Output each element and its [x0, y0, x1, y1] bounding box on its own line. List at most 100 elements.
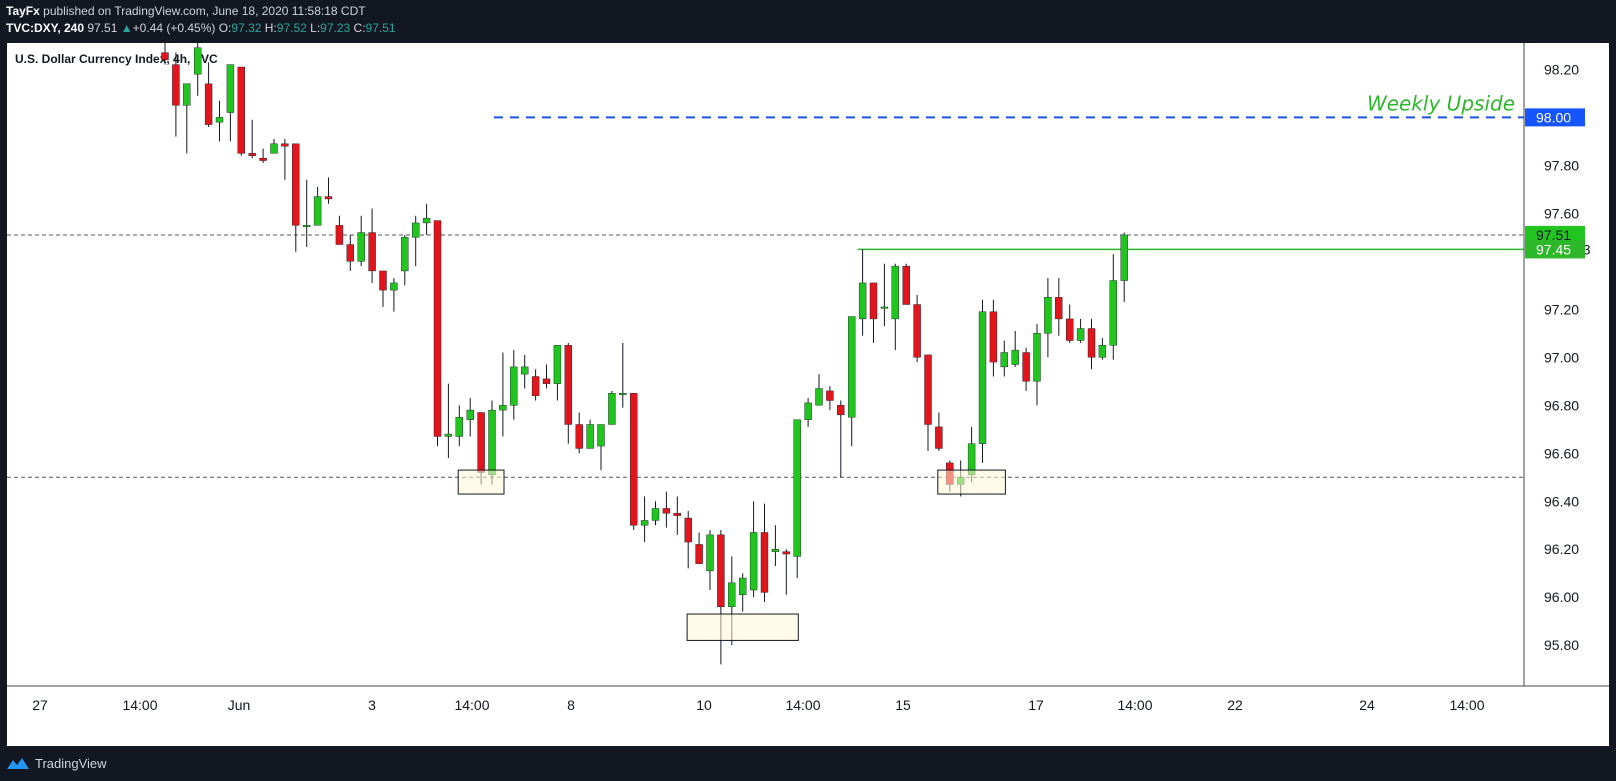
- symbol-label[interactable]: TVC:DXY, 240: [6, 21, 85, 35]
- candle-body: [575, 424, 583, 449]
- candle: [978, 299, 987, 463]
- y-tick-label: 96.60: [1544, 445, 1579, 461]
- candle: [619, 342, 627, 408]
- candle-body: [1076, 328, 1085, 341]
- candle-body: [379, 270, 387, 291]
- tradingview-logo-icon: [7, 758, 29, 769]
- candle: [793, 419, 801, 579]
- author-name[interactable]: TayFx: [6, 4, 40, 18]
- candle: [640, 496, 649, 543]
- candlestick-chart[interactable]: U.S. Dollar Currency Index, 4h, TVC Week…: [7, 43, 1609, 746]
- candle-body: [346, 244, 354, 262]
- candle: [292, 143, 300, 252]
- candle-body: [695, 544, 703, 564]
- candle-body: [771, 549, 780, 552]
- candle: [804, 398, 812, 427]
- candle-body: [488, 409, 496, 476]
- candle: [1109, 254, 1118, 360]
- candle-body: [324, 196, 333, 200]
- candle-body: [1044, 297, 1052, 334]
- candle-body: [477, 412, 485, 473]
- candle: [673, 496, 681, 535]
- candle: [193, 43, 202, 96]
- weekly-upside-annotation: Weekly Upside: [1367, 91, 1515, 115]
- x-tick-label: 14:00: [1117, 697, 1152, 713]
- candle-body: [597, 424, 605, 447]
- candle: [902, 263, 910, 305]
- candle-body: [858, 282, 867, 320]
- candle: [1055, 278, 1063, 336]
- candle: [444, 383, 453, 459]
- candle: [1011, 330, 1019, 367]
- candle: [455, 405, 463, 447]
- candle-body: [891, 265, 899, 320]
- candle: [684, 510, 692, 569]
- candle: [597, 424, 605, 471]
- candle: [935, 412, 943, 451]
- last-price-label: 97.51: [1536, 227, 1571, 243]
- candle-body: [542, 378, 551, 384]
- publish-info: TayFx published on TradingView.com, June…: [6, 4, 366, 18]
- close-value: 97.51: [365, 21, 396, 35]
- x-tick-label: 24: [1359, 697, 1375, 713]
- candle: [1000, 340, 1008, 377]
- candle: [521, 354, 529, 389]
- candle-body: [815, 388, 823, 406]
- candle: [1033, 323, 1041, 406]
- y-tick-label: 96.20: [1544, 541, 1579, 557]
- candle: [226, 64, 235, 142]
- candle: [651, 501, 660, 526]
- candle-body: [172, 64, 180, 106]
- candle-body: [270, 143, 278, 154]
- candle-body: [335, 225, 344, 245]
- candle: [575, 412, 583, 454]
- candle-body: [1011, 349, 1019, 365]
- x-tick-label: 14:00: [454, 697, 489, 713]
- close-label: C:: [353, 21, 366, 35]
- open-label: O:: [218, 21, 232, 35]
- last-price-label-bg: [1525, 225, 1585, 244]
- candle-body: [837, 405, 845, 416]
- x-tick-label: 10: [696, 697, 712, 713]
- support-box: [686, 613, 799, 641]
- candle-body: [793, 419, 801, 557]
- candle-body: [760, 532, 769, 593]
- candle: [215, 100, 224, 142]
- candle: [869, 282, 878, 343]
- candle-body: [455, 417, 463, 437]
- candle: [422, 203, 431, 235]
- candle-body: [303, 225, 311, 228]
- brand-name[interactable]: TradingView: [35, 755, 107, 771]
- candle-body: [226, 64, 235, 113]
- x-tick-label: 22: [1227, 697, 1243, 713]
- candle: [989, 299, 998, 377]
- candle-body: [390, 282, 398, 291]
- candle-body: [913, 304, 921, 358]
- candle: [412, 215, 420, 267]
- candle: [303, 179, 311, 247]
- candle: [237, 66, 246, 156]
- candle: [1076, 318, 1085, 343]
- candle: [499, 352, 507, 437]
- candle-body: [640, 520, 649, 526]
- candle-body: [531, 376, 540, 396]
- candle-body: [728, 582, 736, 608]
- candle-body: [848, 316, 856, 418]
- weekly-upside-price-label: 98.00: [1536, 109, 1571, 125]
- candle: [172, 52, 180, 137]
- candle-body: [630, 393, 638, 526]
- candle: [401, 234, 409, 286]
- candle-body: [521, 366, 529, 375]
- candle: [717, 530, 725, 665]
- candle: [368, 208, 376, 283]
- candle: [346, 234, 354, 271]
- candle: [379, 270, 387, 307]
- x-tick-label: Jun: [228, 697, 251, 713]
- candle: [760, 503, 769, 603]
- x-tick-label: 14:00: [122, 697, 157, 713]
- y-tick-label: 96.00: [1544, 589, 1579, 605]
- candle-body: [1055, 297, 1063, 320]
- candle: [1022, 347, 1030, 391]
- candle: [510, 350, 518, 420]
- candle: [161, 43, 169, 65]
